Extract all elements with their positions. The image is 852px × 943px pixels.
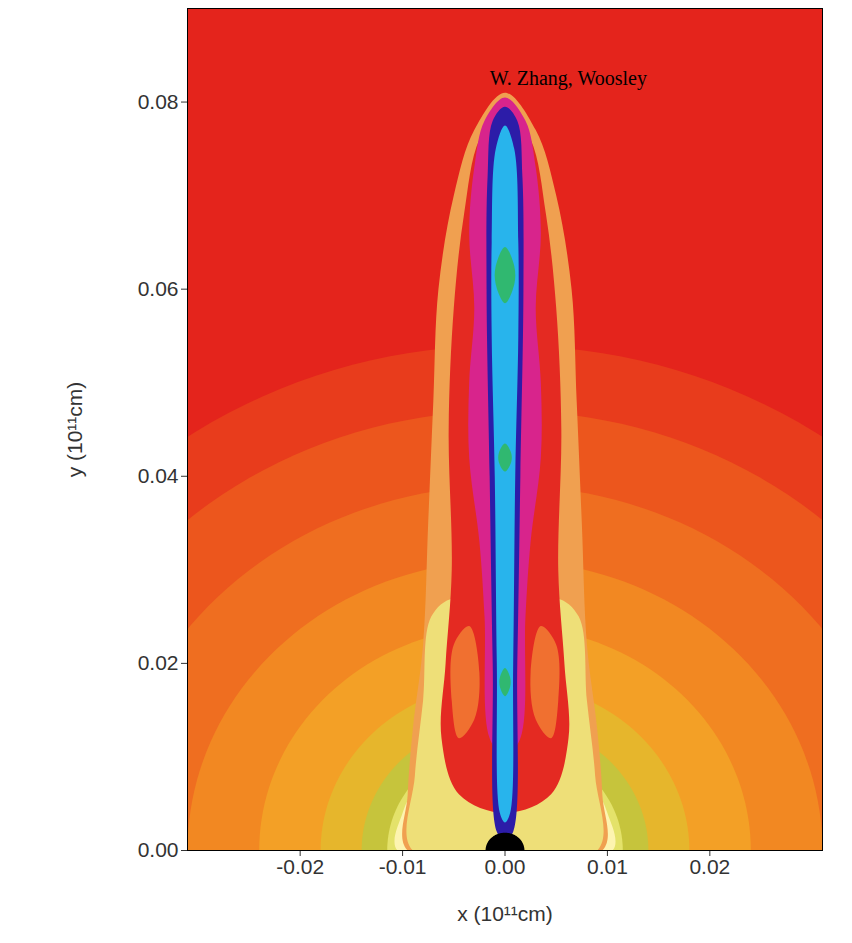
svg-text:0.00: 0.00	[138, 838, 179, 861]
svg-text:0.04: 0.04	[138, 464, 179, 487]
svg-text:-0.01: -0.01	[379, 855, 427, 878]
svg-text:0.06: 0.06	[138, 277, 179, 300]
svg-text:0.01: 0.01	[587, 855, 628, 878]
svg-text:x (10¹¹cm): x (10¹¹cm)	[457, 902, 553, 925]
svg-text:y (10¹¹cm): y (10¹¹cm)	[63, 382, 86, 478]
svg-text:0.02: 0.02	[138, 651, 179, 674]
svg-text:0.02: 0.02	[689, 855, 730, 878]
svg-text:0.08: 0.08	[138, 90, 179, 113]
svg-text:-0.02: -0.02	[276, 855, 324, 878]
svg-text:0.00: 0.00	[485, 855, 526, 878]
svg-text:W. Zhang, Woosley: W. Zhang, Woosley	[490, 67, 647, 90]
